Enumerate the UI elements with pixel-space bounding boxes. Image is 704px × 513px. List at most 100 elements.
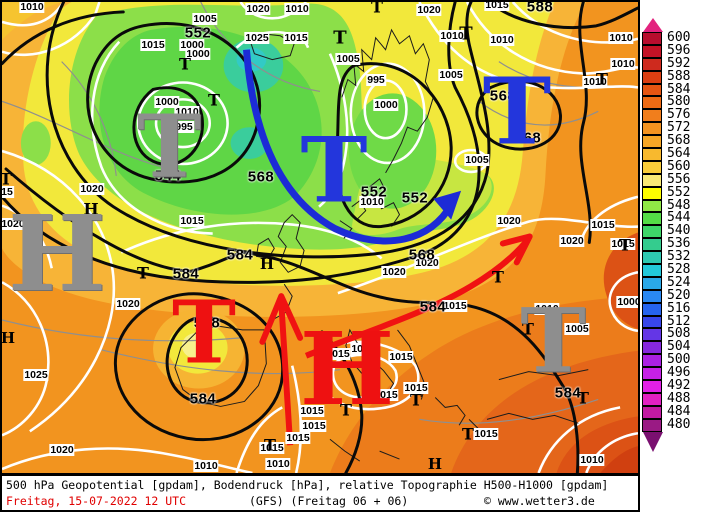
pressure-label: 1010 bbox=[582, 76, 608, 88]
pressure-label: 1020 bbox=[115, 298, 141, 310]
small-pressure-center: T bbox=[577, 388, 589, 408]
pressure-label: 1015 bbox=[442, 300, 468, 312]
small-pressure-center: H bbox=[0, 329, 16, 347]
small-pressure-center: H bbox=[427, 455, 443, 473]
legend-swatch bbox=[642, 276, 662, 290]
pressure-label: 1005 bbox=[564, 323, 590, 335]
pressure-label: 1020 bbox=[414, 257, 440, 269]
small-pressure-center: H bbox=[259, 255, 275, 273]
pressure-label: 1015 bbox=[590, 219, 616, 231]
legend-swatch bbox=[642, 251, 662, 265]
legend-swatch bbox=[642, 289, 662, 303]
small-pressure-center: T bbox=[459, 23, 473, 45]
legend-value: 568 bbox=[667, 133, 691, 149]
legend-value: 512 bbox=[667, 313, 691, 329]
pressure-center-gray: T bbox=[520, 288, 586, 393]
legend-swatch bbox=[642, 302, 662, 316]
pressure-label: 1020 bbox=[1, 218, 26, 230]
legend-swatch bbox=[642, 32, 662, 45]
geopotential-label: 552 bbox=[401, 189, 429, 207]
pressure-center-gray: H bbox=[7, 192, 107, 316]
legend-swatch bbox=[642, 354, 662, 368]
legend-swatch bbox=[642, 109, 662, 123]
pressure-label: 1015 bbox=[484, 0, 510, 11]
legend-value: 528 bbox=[667, 262, 691, 278]
pressure-label: 1010 bbox=[193, 460, 219, 472]
pressure-label: 1015 bbox=[140, 39, 166, 51]
geopotential-label: 584 bbox=[554, 384, 582, 402]
pressure-center-blue: T bbox=[300, 117, 368, 224]
pressure-label: 15 bbox=[1, 186, 14, 198]
legend-swatch bbox=[642, 341, 662, 355]
geopotential-label: 552 bbox=[184, 24, 212, 42]
pressure-label: 1015 bbox=[403, 382, 429, 394]
pressure-label: 1015 bbox=[373, 389, 399, 401]
small-pressure-center: T bbox=[208, 90, 220, 110]
legend-value: 576 bbox=[667, 107, 691, 123]
legend-swatch bbox=[642, 57, 662, 71]
pressure-label: 1010 bbox=[489, 34, 515, 46]
pressure-label: 1010 bbox=[610, 58, 636, 70]
flow-arrows bbox=[243, 49, 533, 446]
caption-credit: © www.wetter3.de bbox=[484, 494, 595, 508]
legend-value: 484 bbox=[667, 403, 691, 419]
pressure-label: 1000 bbox=[185, 48, 211, 60]
geopotential-label: 584 bbox=[419, 298, 447, 316]
legend-value: 536 bbox=[667, 236, 691, 252]
legend-swatch bbox=[642, 212, 662, 226]
pressure-label: 1025 bbox=[23, 369, 49, 381]
pressure-label: 1020 bbox=[245, 3, 271, 15]
small-pressure-center: T bbox=[462, 424, 474, 444]
pressure-label: 1005 bbox=[335, 53, 361, 65]
warm-air-arrow-northeast bbox=[304, 233, 533, 359]
caption-date: Freitag, 15-07-2022 12 UTC bbox=[6, 494, 187, 508]
legend-value: 532 bbox=[667, 249, 691, 265]
geopotential-label: 568 bbox=[489, 87, 517, 105]
pressure-label: 1015 bbox=[325, 348, 351, 360]
legend-swatch bbox=[642, 238, 662, 252]
map-label-layer: 1010 1005 1015 1000 1000 1000 1010 995 1020 1010 1… bbox=[2, 2, 638, 473]
pressure-label: 1000 bbox=[154, 96, 180, 108]
legend-value: 524 bbox=[667, 274, 691, 290]
pressure-label: 1000 bbox=[373, 99, 399, 111]
pressure-label: 1020 bbox=[559, 235, 585, 247]
legend-value: 480 bbox=[667, 416, 691, 432]
legend-overflow-top-triangle bbox=[643, 18, 663, 32]
pressure-center-red: H bbox=[299, 310, 395, 428]
legend-value: 584 bbox=[667, 81, 691, 97]
pressure-label: 1015 bbox=[285, 432, 311, 444]
pressure-label: 1010 bbox=[579, 454, 605, 466]
legend-value: 548 bbox=[667, 197, 691, 213]
legend-swatch bbox=[642, 96, 662, 110]
legend-swatch bbox=[642, 160, 662, 174]
legend-value: 572 bbox=[667, 120, 691, 136]
small-pressure-center: T bbox=[333, 27, 347, 49]
pressure-label: 1020 bbox=[416, 4, 442, 16]
geopotential-color-legend: 600 596 592 588 584 580 576 572 568 564 560 556 552 5… bbox=[641, 18, 704, 463]
pressure-label: 1015 bbox=[179, 215, 205, 227]
pressure-label: 995 bbox=[174, 121, 194, 133]
legend-swatch bbox=[642, 122, 662, 136]
legend-value: 560 bbox=[667, 158, 691, 174]
legend-swatch bbox=[642, 148, 662, 161]
legend-swatch bbox=[642, 83, 662, 97]
legend-value: 596 bbox=[667, 42, 691, 58]
geopotential-contours bbox=[2, 2, 638, 473]
legend-swatch bbox=[642, 367, 662, 381]
small-pressure-center: T bbox=[371, 0, 383, 17]
warm-air-arrow-north bbox=[259, 293, 304, 446]
geopotential-label: 568 bbox=[193, 314, 221, 332]
pressure-label: 1010 bbox=[284, 3, 310, 15]
pressure-label: 1015 bbox=[301, 420, 327, 432]
small-pressure-center: T bbox=[619, 235, 631, 255]
geopotential-label: 568 bbox=[408, 246, 436, 264]
pressure-label: 1005 bbox=[464, 154, 490, 166]
pressure-label: 1015 bbox=[283, 32, 309, 44]
small-pressure-center: T bbox=[179, 54, 191, 74]
pressure-center-blue: T bbox=[482, 57, 552, 166]
small-pressure-center: T bbox=[492, 267, 504, 287]
legend-value: 496 bbox=[667, 365, 691, 381]
legend-value: 588 bbox=[667, 68, 691, 84]
legend-value: 516 bbox=[667, 300, 691, 316]
pressure-label: 1010 bbox=[19, 1, 45, 13]
